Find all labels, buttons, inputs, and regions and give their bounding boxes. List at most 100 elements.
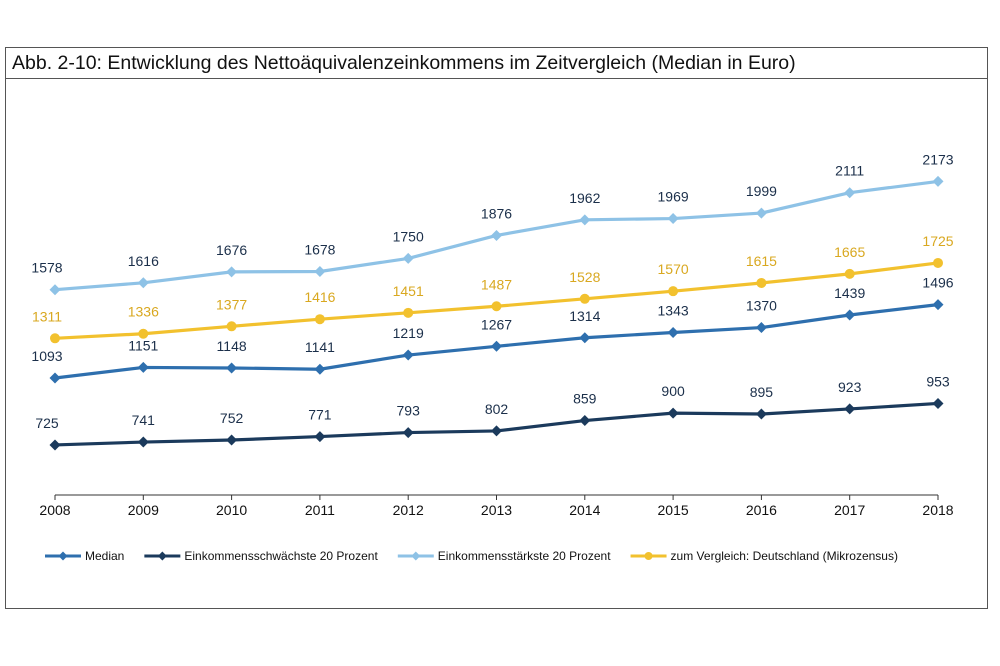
data-point (491, 301, 502, 312)
legend-item: zum Vergleich: Deutschland (Mikrozensus) (630, 549, 898, 563)
data-label: 1439 (834, 285, 865, 301)
data-label: 1148 (217, 338, 247, 354)
data-label: 1377 (216, 296, 247, 312)
data-point (844, 268, 855, 279)
data-point (137, 277, 149, 289)
data-point (491, 340, 502, 352)
data-point (755, 207, 767, 219)
data-label: 1665 (834, 244, 865, 260)
data-point (844, 403, 856, 415)
data-label: 1615 (746, 253, 777, 269)
legend-marker (411, 551, 421, 561)
series-0: 1093 1151 1148 1141 1219 1267 1314 1343 1370 1439… (31, 275, 954, 384)
x-tick-label: 2012 (393, 502, 424, 518)
data-point (579, 332, 591, 344)
data-label: 1678 (304, 242, 335, 258)
legend-item: Einkommensschwächste 20 Prozent (144, 549, 378, 563)
data-point (491, 425, 502, 437)
data-point (226, 321, 237, 332)
data-point (667, 213, 679, 225)
x-tick-label: 2017 (834, 502, 865, 518)
data-label: 1451 (393, 283, 424, 299)
legend-marker (157, 551, 167, 561)
data-point (226, 266, 238, 278)
data-label: 1750 (393, 228, 424, 244)
data-label: 771 (308, 407, 332, 423)
data-point (579, 415, 591, 427)
data-point (50, 333, 60, 344)
x-tick-label: 2008 (39, 502, 70, 518)
data-label: 1676 (216, 242, 247, 258)
data-point (932, 397, 944, 409)
data-point (491, 229, 502, 241)
data-label: 923 (838, 379, 862, 395)
data-point (138, 328, 149, 339)
x-axis: 2008 2009 2010 2011 2012 2013 2014 2015 2016 2017… (39, 494, 954, 518)
data-label: 1311 (32, 308, 62, 324)
data-label: 1962 (569, 190, 600, 206)
data-point (402, 349, 414, 361)
data-point (226, 362, 238, 374)
data-point (403, 307, 414, 318)
series-3: 1311 1336 1377 1416 1451 1487 1528 1570 1615 1665… (32, 233, 954, 344)
data-label: 1570 (658, 261, 689, 277)
data-label: 1314 (569, 308, 600, 324)
data-label: 1487 (481, 276, 512, 292)
legend-label: Einkommensschwächste 20 Prozent (184, 549, 378, 563)
data-label: 2111 (835, 163, 864, 179)
series-layer: 1093 1151 1148 1141 1219 1267 1314 1343 1370 1439… (31, 151, 954, 451)
data-label: 725 (35, 415, 59, 431)
legend-label: Median (85, 549, 124, 563)
data-label: 802 (485, 401, 509, 417)
series-2: 1578 1616 1676 1678 1750 1876 1962 1969 1999 2111… (31, 151, 954, 296)
data-label: 1219 (393, 325, 424, 341)
data-label: 1969 (658, 189, 689, 205)
data-point (314, 314, 325, 325)
data-label: 1725 (922, 233, 953, 249)
data-point (932, 299, 944, 311)
data-label: 900 (661, 383, 685, 399)
data-point (668, 286, 679, 297)
legend-marker (644, 552, 653, 560)
x-tick-label: 2014 (569, 502, 600, 518)
data-point (137, 361, 149, 373)
data-label: 1370 (746, 298, 777, 314)
data-label: 752 (220, 410, 244, 426)
data-label: 1093 (31, 348, 62, 364)
data-label: 1151 (128, 337, 158, 353)
data-point (314, 431, 326, 443)
data-point (402, 427, 414, 439)
legend-item: Median (45, 549, 124, 563)
data-label: 1141 (305, 339, 335, 355)
data-point (226, 434, 238, 446)
data-label: 2173 (922, 151, 953, 167)
data-point (933, 257, 943, 268)
data-point (755, 408, 767, 420)
chart-title: Abb. 2-10: Entwicklung des Nettoäquivale… (12, 52, 796, 74)
legend: Median Einkommensschwächste 20 Prozent Ein… (45, 549, 898, 563)
legend-label: zum Vergleich: Deutschland (Mikrozensus) (671, 549, 898, 563)
x-tick-label: 2016 (746, 502, 777, 518)
data-point (314, 363, 326, 375)
data-point (579, 214, 591, 226)
series-1: 725 741 752 771 793 802 859 900 895 923 953 (35, 373, 950, 451)
data-point (667, 407, 679, 419)
data-point (49, 439, 61, 451)
data-label: 1999 (746, 183, 777, 199)
data-point (579, 293, 590, 304)
data-point (932, 175, 944, 187)
data-point (314, 266, 326, 278)
data-label: 1528 (569, 269, 600, 285)
data-label: 793 (397, 403, 421, 419)
data-label: 859 (573, 391, 597, 407)
x-tick-label: 2009 (128, 502, 159, 518)
data-label: 1343 (658, 302, 689, 318)
data-label: 1267 (481, 316, 512, 332)
data-point (667, 326, 679, 338)
data-point (49, 372, 61, 384)
data-label: 1876 (481, 205, 512, 221)
data-point (49, 284, 61, 296)
data-point (756, 277, 767, 288)
data-label: 1578 (31, 260, 62, 276)
